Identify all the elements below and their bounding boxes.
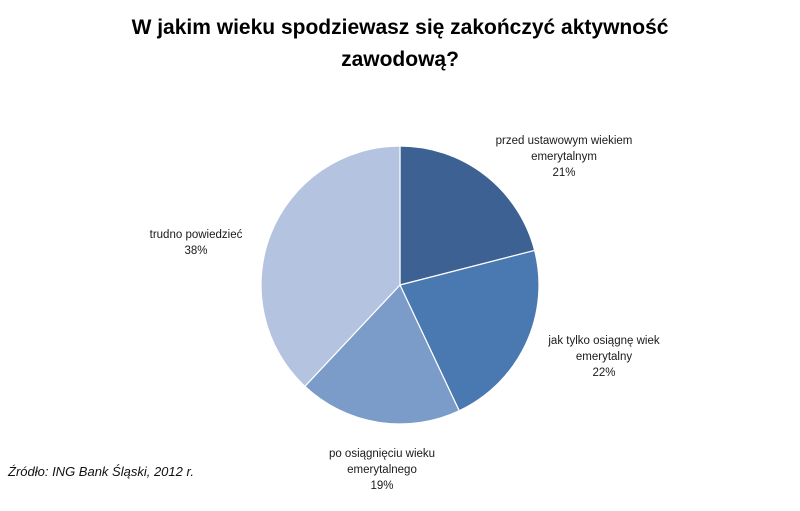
slice-value-label: 19% [370,480,393,492]
slice-category-label: przed ustawowym wiekiem [496,135,633,147]
slice-category-label: trudno powiedzieć [150,229,243,241]
slice-value-label: 21% [552,167,575,179]
slice-category-label: emerytalnego [347,464,417,476]
slice-label-at-retirement-age: jak tylko osiągnę wiek emerytalny 22% [547,335,659,379]
slice-value-label: 22% [592,367,615,379]
chart-title-line-1: W jakim wieku spodziewasz się zakończyć … [131,16,669,39]
pie-slice-after-retirement-age [304,283,460,425]
slice-category-label: jak tylko osiągnę wiek [547,335,659,347]
slice-label-hard-to-say: trudno powiedzieć 38% [150,229,243,257]
chart-title-line-2: zawodową? [341,48,459,71]
slice-category-label: po osiągnięciu wieku [329,448,435,460]
pie-slice-hard-to-say [260,145,401,388]
chart-title: W jakim wieku spodziewasz się zakończyć … [0,12,800,76]
slice-category-label: emerytalny [576,351,632,363]
slice-label-after-retirement-age: po osiągnięciu wieku emerytalnego 19% [329,448,435,492]
pie-slice-before-retirement-age [399,145,536,286]
source-note: Źródło: ING Bank Śląski, 2012 r. [8,464,194,479]
pie-slice-at-retirement-age [399,249,540,412]
slice-label-before-retirement-age: przed ustawowym wiekiem emerytalnym 21% [496,135,633,179]
slice-category-label: emerytalnym [531,151,597,163]
slice-value-label: 38% [184,245,207,257]
